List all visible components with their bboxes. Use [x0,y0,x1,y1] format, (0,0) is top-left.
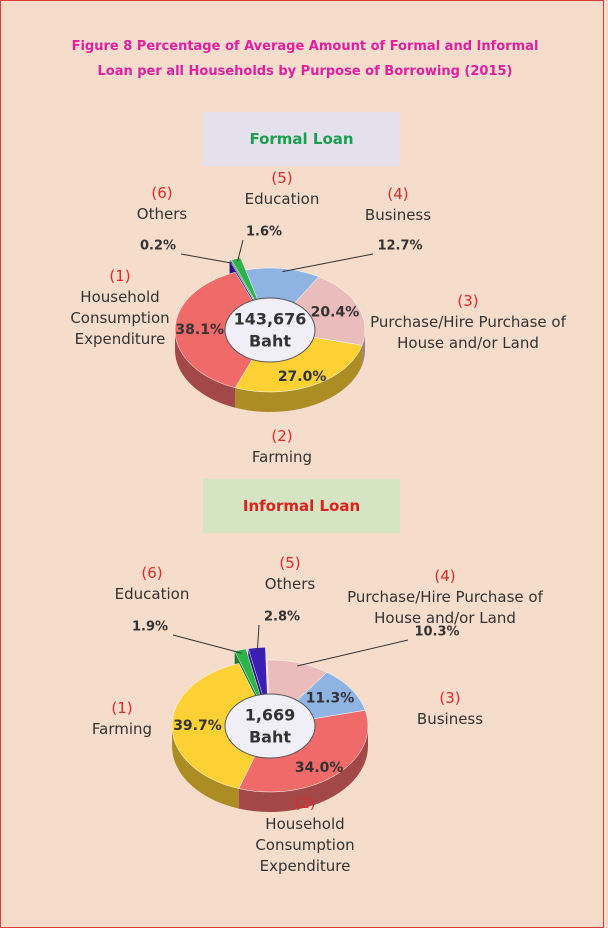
category-number: (5) [279,554,301,572]
value-label: 11.3% [306,691,355,707]
slice [174,271,271,389]
category-number: (1) [109,267,131,285]
leader-line [296,639,409,667]
value-label: 12.7% [377,239,422,254]
leader-line [172,634,242,654]
value-label: 20.4% [311,304,360,320]
category-name: Others [136,205,188,223]
figure-title: Figure 8 Percentage of Average Amount of… [71,39,539,79]
category-name: Purchase/Hire Purchase of House and/or L… [347,588,543,627]
category-number: (4) [434,567,456,585]
category-label: (6) Education [92,563,212,605]
value-label: 39.7% [173,718,222,734]
value-label: 34.0% [295,760,344,776]
slice-side [175,330,236,408]
category-number: (3) [439,689,461,707]
category-name: Farming [251,448,313,466]
category-number: (2) [271,427,293,445]
slice [171,663,271,789]
leader-line [236,239,244,262]
category-number: (6) [141,564,163,582]
category-label: (1) Household Consumption Expenditure [55,266,185,350]
value-label: 0.2% [140,239,176,254]
category-name: Household Consumption Expenditure [255,815,355,875]
slice-side [235,345,363,412]
center-label: 143,676 [234,310,307,329]
category-label: (2) Farming [222,426,342,468]
value-label: 10.3% [414,625,459,640]
category-number: (6) [151,184,173,202]
leader-line [256,624,260,652]
category-number: (1) [111,699,133,717]
leader-line [282,253,374,273]
category-name: Education [244,190,320,208]
center-hole [224,693,316,759]
category-label: (2) Household Consumption Expenditure [240,793,370,877]
category-label: (5) Education [222,168,342,210]
value-label: 1.6% [246,225,282,240]
category-label: (6) Others [112,183,212,225]
category-label: (3) Purchase/Hire Purchase of House and/o… [363,291,573,354]
category-number: (2) [294,794,316,812]
category-label: (3) Business [400,688,500,730]
leader-line [180,253,232,264]
value-label: 38.1% [175,322,224,338]
slice-side [238,726,368,812]
center-hole [224,297,316,363]
chart-title: Formal Loan [203,112,400,166]
category-number: (5) [271,169,293,187]
category-name: Purchase/Hire Purchase of House and/or L… [370,313,566,352]
center-unit: Baht [249,728,291,747]
value-label: 27.0% [278,369,327,385]
center-label: 1,669 [245,706,296,725]
category-number: (4) [387,185,409,203]
category-label: (4) Purchase/Hire Purchase of House and/o… [330,566,560,629]
category-name: Others [264,575,316,593]
value-label: 2.8% [264,610,300,625]
category-name: Business [364,206,432,224]
slice-side [172,726,239,809]
chart-title: Informal Loan [203,479,400,533]
category-name: Education [114,585,190,603]
center-unit: Baht [249,332,291,351]
category-label: (4) Business [338,184,458,226]
category-label: (5) Others [240,553,340,595]
category-name: Business [416,710,484,728]
category-name: Household Consumption Expenditure [70,288,170,348]
category-label: (1) Farming [72,698,172,740]
category-number: (3) [457,292,479,310]
category-name: Farming [91,720,153,738]
value-label: 1.9% [132,620,168,635]
